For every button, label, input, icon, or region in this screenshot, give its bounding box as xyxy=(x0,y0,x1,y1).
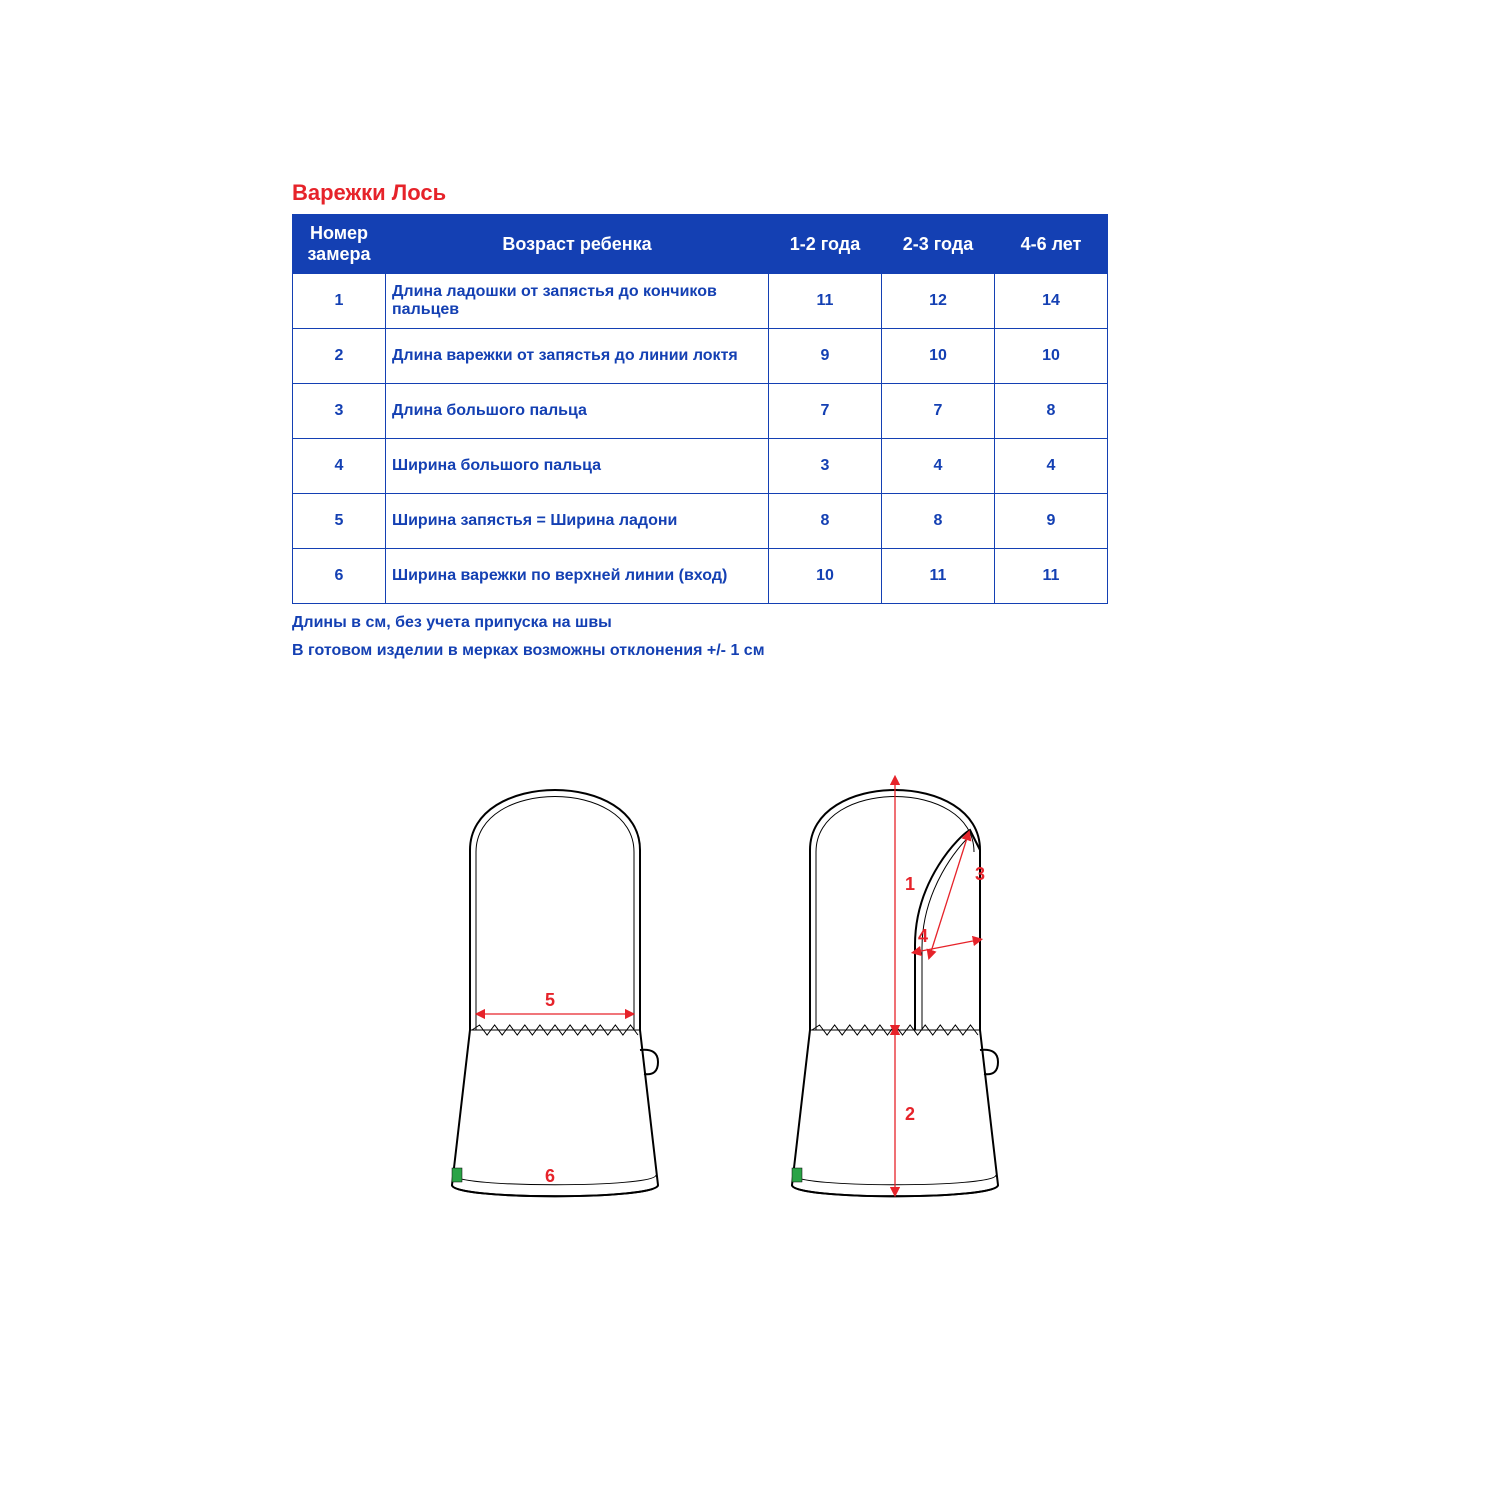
row-value: 9 xyxy=(995,494,1108,549)
size-table-head: НомерзамераВозраст ребенка1-2 года2-3 го… xyxy=(293,215,1108,274)
row-value: 8 xyxy=(769,494,882,549)
row-desc: Ширина большого пальца xyxy=(386,439,769,494)
row-value: 10 xyxy=(769,549,882,604)
row-number: 3 xyxy=(293,384,386,439)
size-table-row: 1Длина ладошки от запястья до кончиков п… xyxy=(293,274,1108,329)
size-table-body: 1Длина ладошки от запястья до кончиков п… xyxy=(293,274,1108,604)
row-desc: Ширина варежки по верхней линии (вход) xyxy=(386,549,769,604)
row-number: 1 xyxy=(293,274,386,329)
size-table-row: 4Ширина большого пальца344 xyxy=(293,439,1108,494)
row-number: 2 xyxy=(293,329,386,384)
row-value: 11 xyxy=(769,274,882,329)
row-value: 3 xyxy=(769,439,882,494)
mittens-diagram: 5 6 1 2 3 4 xyxy=(340,730,1160,1250)
row-value: 8 xyxy=(995,384,1108,439)
size-table-row: 6Ширина варежки по верхней линии (вход)1… xyxy=(293,549,1108,604)
diagrams: 5 6 1 2 3 4 xyxy=(200,730,1300,1255)
row-value: 12 xyxy=(882,274,995,329)
size-table-col-header: Возраст ребенка xyxy=(386,215,769,274)
page: Варежки Лось НомерзамераВозраст ребенка1… xyxy=(0,0,1500,1500)
row-value: 10 xyxy=(995,329,1108,384)
row-number: 4 xyxy=(293,439,386,494)
row-number: 5 xyxy=(293,494,386,549)
row-value: 8 xyxy=(882,494,995,549)
size-table-row: 2Длина варежки от запястья до линии локт… xyxy=(293,329,1108,384)
note-line: Длины в см, без учета припуска на швы xyxy=(292,614,1300,632)
row-desc: Длина большого пальца xyxy=(386,384,769,439)
size-table-row: 5Ширина запястья = Ширина ладони889 xyxy=(293,494,1108,549)
size-table-col-header: 1-2 года xyxy=(769,215,882,274)
title: Варежки Лось xyxy=(292,180,1300,206)
row-value: 11 xyxy=(995,549,1108,604)
note-line: В готовом изделии в мерках возможны откл… xyxy=(292,642,1300,660)
svg-text:4: 4 xyxy=(918,926,928,946)
row-desc: Длина ладошки от запястья до кончиков па… xyxy=(386,274,769,329)
size-table-header-row: НомерзамераВозраст ребенка1-2 года2-3 го… xyxy=(293,215,1108,274)
svg-text:5: 5 xyxy=(545,990,555,1010)
svg-text:2: 2 xyxy=(905,1104,915,1124)
row-value: 14 xyxy=(995,274,1108,329)
row-desc: Ширина запястья = Ширина ладони xyxy=(386,494,769,549)
row-value: 7 xyxy=(769,384,882,439)
row-value: 10 xyxy=(882,329,995,384)
row-number: 6 xyxy=(293,549,386,604)
size-table-col-header: 2-3 года xyxy=(882,215,995,274)
row-value: 9 xyxy=(769,329,882,384)
row-value: 4 xyxy=(882,439,995,494)
size-table-col-header: 4-6 лет xyxy=(995,215,1108,274)
size-table-row: 3Длина большого пальца778 xyxy=(293,384,1108,439)
row-value: 7 xyxy=(882,384,995,439)
svg-text:1: 1 xyxy=(905,874,915,894)
svg-text:3: 3 xyxy=(975,864,985,884)
size-table: НомерзамераВозраст ребенка1-2 года2-3 го… xyxy=(292,214,1108,604)
row-desc: Длина варежки от запястья до линии локтя xyxy=(386,329,769,384)
notes: Длины в см, без учета припуска на швы В … xyxy=(292,614,1300,660)
row-value: 4 xyxy=(995,439,1108,494)
svg-text:6: 6 xyxy=(545,1166,555,1186)
size-table-col-header: Номерзамера xyxy=(293,215,386,274)
row-value: 11 xyxy=(882,549,995,604)
